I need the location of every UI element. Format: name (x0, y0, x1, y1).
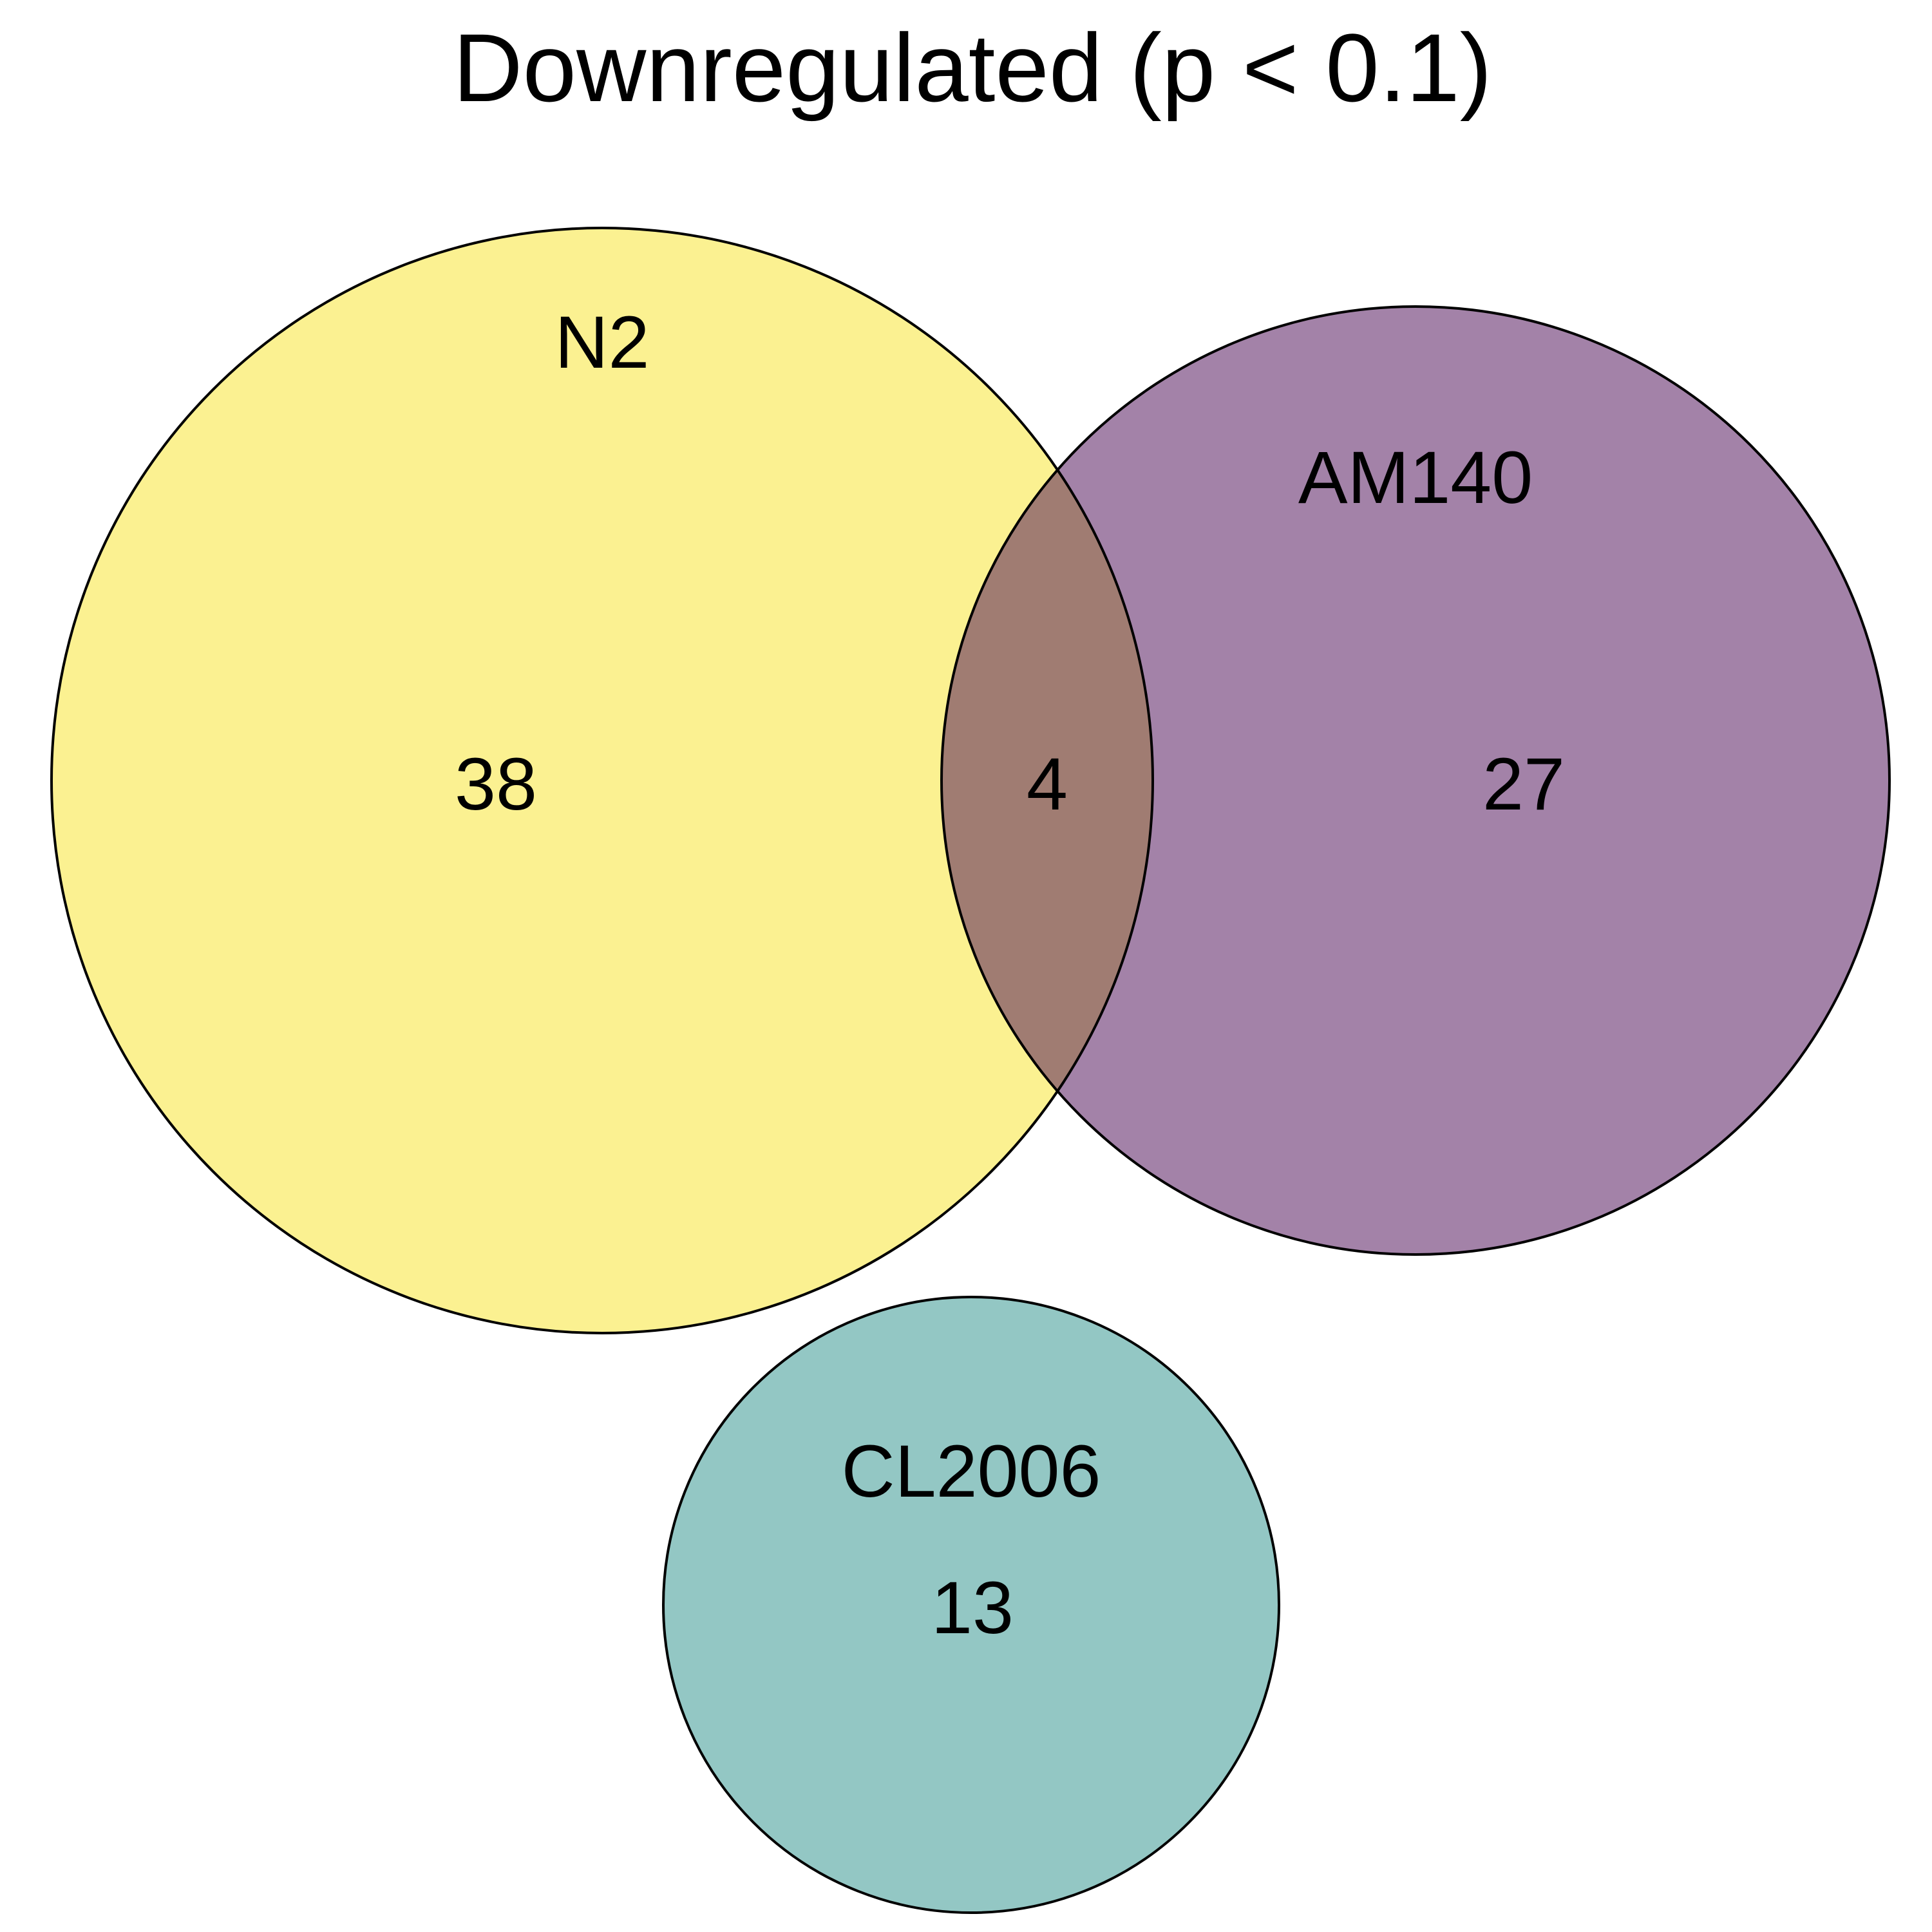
count-n2-only: 38 (455, 743, 537, 826)
count-cl2006-only: 13 (931, 1567, 1014, 1649)
set-label-n2: N2 (554, 301, 649, 384)
count-am140-only: 27 (1482, 743, 1565, 826)
set-label-am140: AM140 (1298, 437, 1533, 519)
circle-cl2006 (663, 1297, 1279, 1913)
diagram-title: Downregulated (p < 0.1) (453, 14, 1492, 122)
outline-am140 (940, 305, 1891, 1256)
outline-cl2006 (662, 1296, 1280, 1914)
circle-n2 (52, 228, 1153, 1333)
set-label-cl2006: CL2006 (842, 1430, 1101, 1513)
outline-n2 (50, 227, 1154, 1334)
count-n2-am140: 4 (1027, 743, 1068, 826)
circle-am140 (942, 307, 1889, 1255)
